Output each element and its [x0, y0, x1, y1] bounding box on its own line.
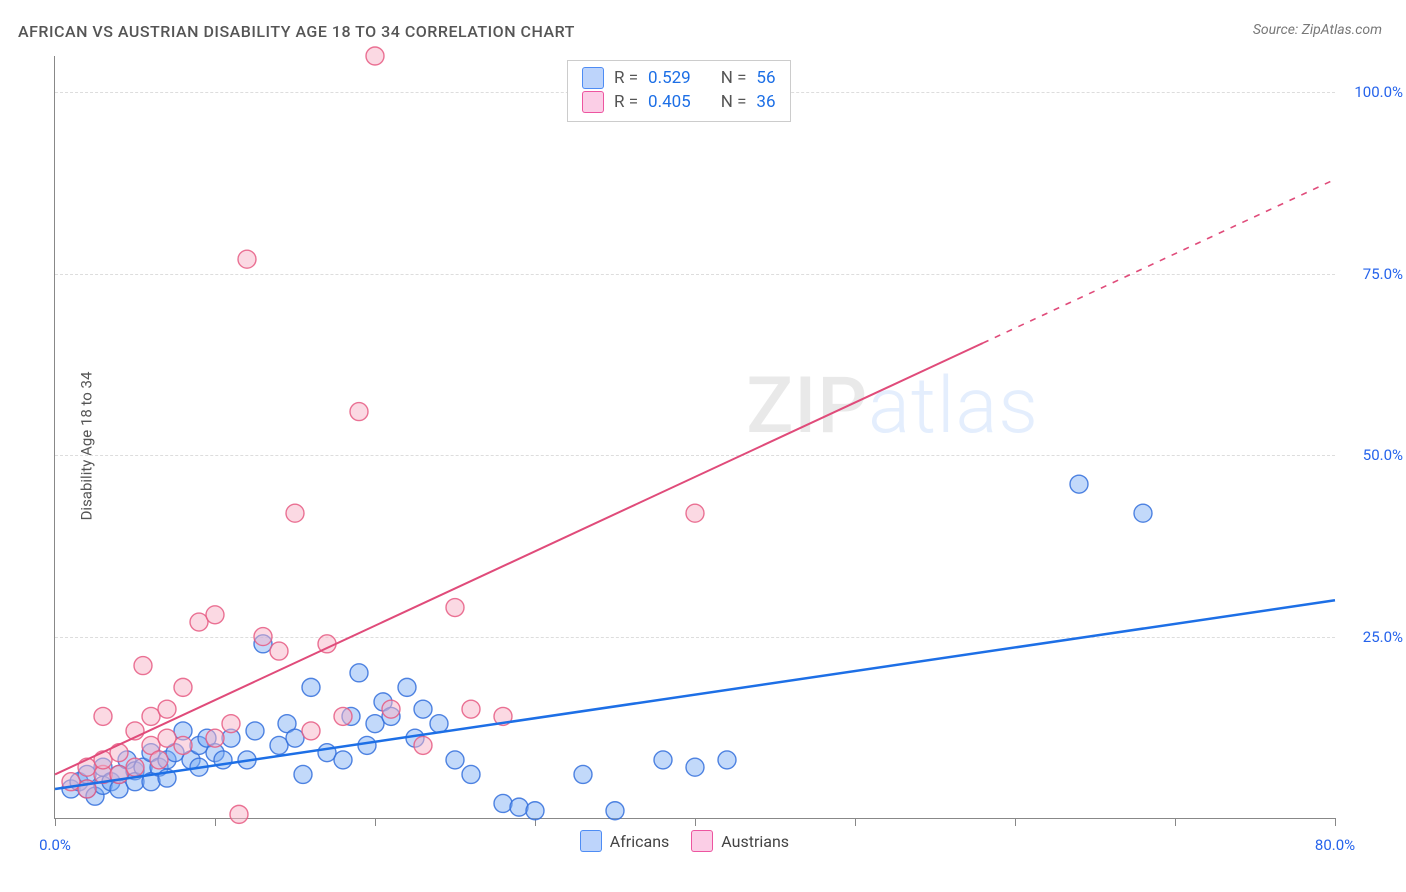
data-point	[718, 751, 736, 769]
data-point	[174, 678, 192, 696]
data-point	[462, 700, 480, 718]
data-point	[302, 722, 320, 740]
data-point	[318, 744, 336, 762]
data-point	[270, 736, 288, 754]
source-label: Source: ZipAtlas.com	[1253, 22, 1382, 38]
data-point	[446, 599, 464, 617]
data-point	[654, 751, 672, 769]
data-point	[462, 765, 480, 783]
x-tick	[1335, 818, 1336, 826]
data-point	[526, 802, 544, 820]
x-tick-label: 80.0%	[1315, 836, 1355, 854]
legend-label: Africans	[610, 832, 669, 851]
data-point	[134, 657, 152, 675]
data-point	[94, 751, 112, 769]
data-point	[510, 798, 528, 816]
x-tick	[1015, 818, 1016, 826]
stats-row: R = 0.529N = 56	[582, 67, 776, 89]
data-point	[222, 715, 240, 733]
x-tick	[695, 818, 696, 826]
x-tick	[855, 818, 856, 826]
data-point	[334, 707, 352, 725]
data-point	[126, 758, 144, 776]
swatch-pink-icon	[691, 830, 713, 852]
chart-title: AFRICAN VS AUSTRIAN DISABILITY AGE 18 TO…	[18, 22, 575, 41]
data-point	[366, 715, 384, 733]
y-tick-label: 75.0%	[1363, 265, 1403, 283]
plot-svg	[55, 56, 1335, 818]
stats-row: R = 0.405N = 36	[582, 91, 776, 113]
data-point	[286, 504, 304, 522]
swatch-pink-icon	[582, 91, 604, 113]
data-point	[190, 613, 208, 631]
data-point	[302, 678, 320, 696]
data-point	[686, 504, 704, 522]
data-point	[398, 678, 416, 696]
x-tick	[215, 818, 216, 826]
data-point	[366, 47, 384, 65]
x-tick	[375, 818, 376, 826]
data-point	[430, 715, 448, 733]
legend-label: Austrians	[721, 832, 789, 851]
y-tick-label: 50.0%	[1363, 446, 1403, 464]
legend-item: Austrians	[691, 830, 789, 852]
data-point	[294, 765, 312, 783]
y-tick-label: 25.0%	[1363, 628, 1403, 646]
data-point	[1134, 504, 1152, 522]
legend: Africans Austrians	[580, 830, 789, 852]
data-point	[94, 707, 112, 725]
x-tick	[1175, 818, 1176, 826]
data-point	[350, 403, 368, 421]
data-point	[158, 729, 176, 747]
trend-line	[55, 343, 983, 774]
data-point	[574, 765, 592, 783]
data-point	[254, 628, 272, 646]
data-point	[686, 758, 704, 776]
data-point	[142, 707, 160, 725]
stats-box: R = 0.529N = 56R = 0.405N = 36	[567, 60, 791, 122]
data-point	[382, 700, 400, 718]
data-point	[414, 700, 432, 718]
data-point	[206, 606, 224, 624]
data-point	[158, 700, 176, 718]
data-point	[246, 722, 264, 740]
data-point	[238, 250, 256, 268]
x-tick	[55, 818, 56, 826]
data-point	[78, 758, 96, 776]
data-point	[358, 736, 376, 754]
data-point	[1070, 475, 1088, 493]
data-point	[174, 736, 192, 754]
legend-item: Africans	[580, 830, 669, 852]
data-point	[206, 729, 224, 747]
swatch-blue-icon	[580, 830, 602, 852]
data-point	[446, 751, 464, 769]
y-tick-label: 100.0%	[1354, 83, 1403, 101]
data-point	[334, 751, 352, 769]
data-point	[350, 664, 368, 682]
data-point	[286, 729, 304, 747]
data-point	[230, 805, 248, 823]
data-point	[110, 744, 128, 762]
swatch-blue-icon	[582, 67, 604, 89]
data-point	[414, 736, 432, 754]
data-point	[606, 802, 624, 820]
x-tick-label: 0.0%	[39, 836, 71, 854]
data-point	[150, 751, 168, 769]
trend-line-extrapolated	[983, 179, 1335, 343]
data-point	[494, 794, 512, 812]
scatter-plot: 25.0%50.0%75.0%100.0%0.0%80.0%ZIPatlasR …	[54, 56, 1335, 819]
data-point	[270, 642, 288, 660]
